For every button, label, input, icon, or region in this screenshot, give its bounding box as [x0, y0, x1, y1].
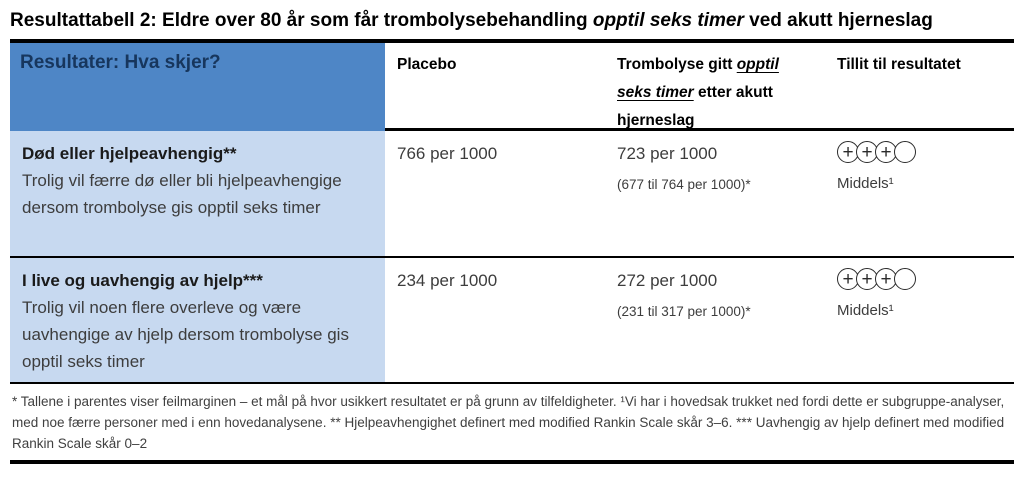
certainty-label: Middels¹ — [837, 175, 894, 192]
grade-plus-icon: + — [856, 268, 878, 290]
certainty-cell: + + + Middels¹ — [825, 131, 1014, 256]
header-cell-intervention: Trombolyse gitt opptil seks timer etter … — [605, 43, 825, 141]
grade-rating: + + + — [837, 140, 1004, 163]
header-cell-certainty: Tillit til resultatet — [837, 56, 961, 73]
intervention-cell: 723 per 1000 (677 til 764 per 1000)* — [605, 131, 825, 256]
header-intervention-emphasis: opptil seks timer — [617, 56, 779, 101]
header-cell-results: Resultater: Hva skjer? — [10, 43, 385, 141]
intervention-value: 723 per 1000 — [617, 144, 718, 163]
intervention-cell: 272 per 1000 (231 til 317 per 1000)* — [605, 258, 825, 382]
placebo-value: 234 per 1000 — [397, 271, 498, 290]
table-row: I live og uavhengig av hjelp*** Trolig v… — [10, 258, 1014, 382]
results-table: Resultater: Hva skjer? Placebo Trombolys… — [10, 39, 1014, 384]
footnote: * Tallene i parentes viser feilmarginen … — [12, 394, 1005, 451]
outcome-description: Trolig vil noen flere overleve og være u… — [22, 298, 349, 371]
header-intervention-end: etter akutt hjerneslag — [617, 84, 773, 129]
certainty-cell: + + + Middels¹ — [825, 258, 1014, 382]
confidence-interval: (231 til 317 per 1000)* — [617, 304, 751, 319]
outcome-title: Død eller hjelpeavhengig** — [22, 144, 237, 163]
header-intervention-start: Trombolyse gitt — [617, 56, 737, 73]
title-emphasis: opptil seks timer — [592, 10, 744, 31]
outcome-description: Trolig vil færre dø eller bli hjelpeavhe… — [22, 171, 342, 217]
outcome-cell: Død eller hjelpeavhengig** Trolig vil fæ… — [10, 131, 385, 256]
placebo-value: 766 per 1000 — [397, 144, 498, 163]
header-cell-placebo: Placebo — [397, 56, 457, 73]
grade-empty-icon — [894, 141, 916, 163]
grade-empty-icon — [894, 268, 916, 290]
bottom-rule — [10, 460, 1014, 464]
grade-rating: + + + — [837, 267, 1004, 290]
placebo-cell: 234 per 1000 — [385, 258, 605, 382]
outcome-title: I live og uavhengig av hjelp*** — [22, 271, 263, 290]
placebo-cell: 766 per 1000 — [385, 131, 605, 256]
certainty-label: Middels¹ — [837, 302, 894, 319]
title-text-start: Resultattabell 2: Eldre over 80 år som f… — [10, 10, 593, 31]
table-title: Resultattabell 2: Eldre over 80 år som f… — [10, 8, 1014, 39]
confidence-interval: (677 til 764 per 1000)* — [617, 177, 751, 192]
title-text-end: ved akutt hjerneslag — [743, 10, 933, 31]
table-row: Død eller hjelpeavhengig** Trolig vil fæ… — [10, 131, 1014, 258]
grade-plus-icon: + — [856, 141, 878, 163]
table-header-row: Resultater: Hva skjer? Placebo Trombolys… — [10, 43, 1014, 141]
intervention-value: 272 per 1000 — [617, 271, 718, 290]
outcome-cell: I live og uavhengig av hjelp*** Trolig v… — [10, 258, 385, 382]
